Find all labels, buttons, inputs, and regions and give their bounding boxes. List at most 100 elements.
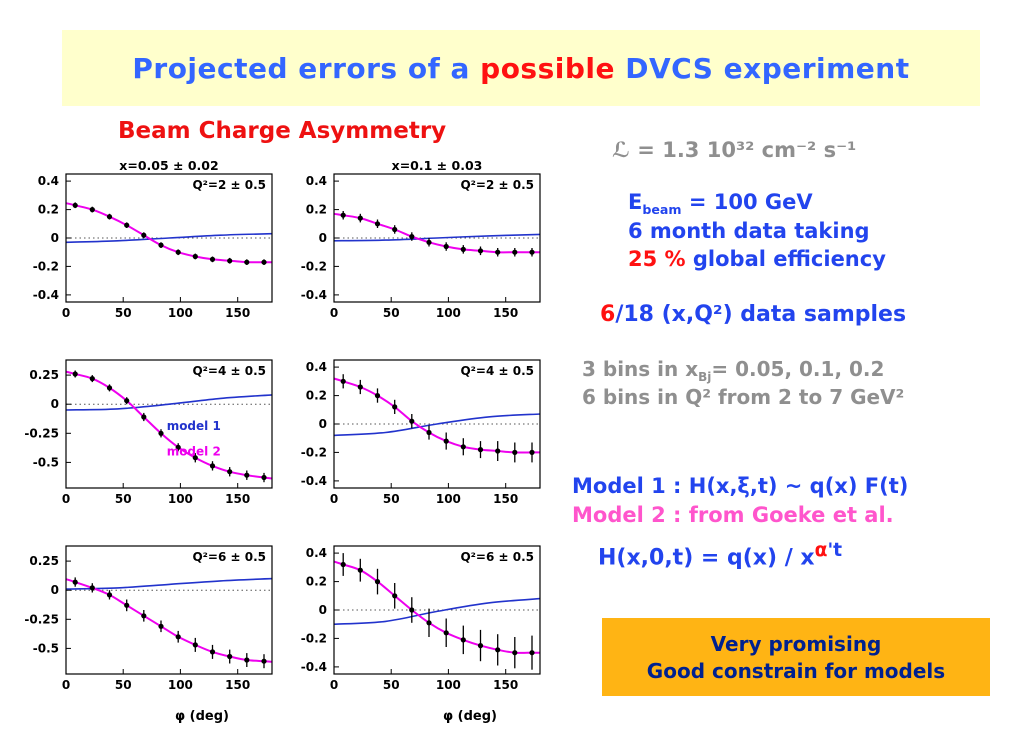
plot-x005-q2-2: x=0.05 ± 0.02 0 50 100 150 0.4 0.2 0 -0.2 -0.4 Q²=… — [20, 158, 282, 334]
svg-text:-0.25: -0.25 — [24, 612, 59, 626]
svg-text:0.4: 0.4 — [306, 546, 327, 560]
formula-exponent-rest: 't — [827, 540, 843, 561]
svg-text:Q²=6 ± 0.5: Q²=6 ± 0.5 — [192, 550, 266, 564]
chart-canvas: 0 50 100 150 0.25 0 -0.25 -0.5 Q²=6 ± 0.5 φ (deg) — [24, 545, 273, 724]
model2-line: Model 2 : from Goeke et al. — [572, 503, 894, 527]
svg-text:0.4: 0.4 — [38, 174, 59, 188]
svg-text:model 2: model 2 — [167, 444, 221, 458]
luminosity-line: ℒ = 1.3 10³² cm⁻² s⁻¹ — [612, 138, 856, 162]
svg-text:0: 0 — [330, 678, 338, 692]
svg-text:0: 0 — [319, 417, 327, 431]
x-bins-line: 3 bins in xBj= 0.05, 0.1, 0.2 — [582, 357, 884, 384]
svg-text:Q²=4 ± 0.5: Q²=4 ± 0.5 — [192, 364, 266, 378]
title-banner: Projected errors of a possible DVCS expe… — [62, 30, 980, 106]
svg-text:0: 0 — [51, 397, 59, 411]
svg-text:50: 50 — [383, 306, 400, 320]
title-part2: DVCS experiment — [615, 51, 910, 85]
plot-x005-q2-4: 0 50 100 150 0.25 0 -0.25 -0.5 Q²=4 ± 0.5 model 1… — [20, 344, 282, 520]
q2-bins-line: 6 bins in Q² from 2 to 7 GeV² — [582, 385, 905, 409]
slide-title: Projected errors of a possible DVCS expe… — [132, 52, 909, 85]
svg-text:150: 150 — [225, 306, 250, 320]
svg-text:150: 150 — [225, 678, 250, 692]
svg-text:0.4: 0.4 — [306, 174, 327, 188]
efficiency-line: 25 % global efficiency — [628, 247, 886, 271]
svg-text:-0.2: -0.2 — [301, 445, 327, 459]
svg-text:0: 0 — [319, 231, 327, 245]
svg-text:0.2: 0.2 — [306, 575, 327, 589]
svg-text:0: 0 — [319, 603, 327, 617]
svg-text:-0.5: -0.5 — [33, 641, 59, 655]
svg-text:0.2: 0.2 — [38, 203, 59, 217]
svg-text:-0.5: -0.5 — [33, 455, 59, 469]
svg-text:0.2: 0.2 — [306, 203, 327, 217]
svg-text:150: 150 — [493, 678, 518, 692]
svg-text:-0.4: -0.4 — [33, 288, 59, 302]
svg-text:Q²=2 ± 0.5: Q²=2 ± 0.5 — [192, 178, 266, 192]
svg-text:-0.4: -0.4 — [301, 288, 327, 302]
conclusion-line2: Good constrain for models — [646, 658, 946, 683]
svg-text:100: 100 — [168, 306, 193, 320]
svg-text:0: 0 — [330, 306, 338, 320]
svg-text:x=0.1 ± 0.03: x=0.1 ± 0.03 — [392, 158, 483, 173]
chart-canvas: x=0.05 ± 0.02 0 50 100 150 0.4 0.2 0 -0.2 -0.4 Q²=… — [33, 158, 273, 320]
x-bins-values: = 0.05, 0.1, 0.2 — [711, 357, 885, 381]
svg-text:0: 0 — [330, 492, 338, 506]
svg-text:Q²=6 ± 0.5: Q²=6 ± 0.5 — [460, 550, 534, 564]
formula-main: H(x,0,t) = q(x) / x — [598, 545, 815, 571]
svg-text:0: 0 — [51, 231, 59, 245]
svg-text:150: 150 — [493, 492, 518, 506]
x-bins-subscript: Bj — [698, 370, 712, 384]
svg-text:50: 50 — [115, 678, 132, 692]
svg-text:100: 100 — [436, 492, 461, 506]
ebeam-symbol: E — [628, 190, 643, 214]
svg-text:-0.2: -0.2 — [301, 259, 327, 273]
data-taking-line: 6 month data taking — [628, 219, 870, 243]
svg-text:50: 50 — [115, 492, 132, 506]
svg-text:100: 100 — [436, 306, 461, 320]
svg-text:0: 0 — [62, 306, 70, 320]
model1-line: Model 1 : H(x,ξ,t) ~ q(x) F(t) — [572, 474, 909, 498]
beam-energy-line: Ebeam = 100 GeV — [628, 190, 813, 217]
svg-text:50: 50 — [383, 678, 400, 692]
svg-text:-0.4: -0.4 — [301, 660, 327, 674]
svg-text:100: 100 — [436, 678, 461, 692]
svg-text:0: 0 — [62, 492, 70, 506]
x-bins-pre: 3 bins in x — [582, 357, 699, 381]
samples-label: /18 (x,Q²) data samples — [615, 302, 907, 327]
svg-text:-0.25: -0.25 — [24, 426, 59, 440]
efficiency-value: 25 % — [628, 247, 686, 271]
svg-text:φ (deg): φ (deg) — [175, 709, 229, 724]
samples-count: 6 — [600, 302, 616, 327]
svg-text:100: 100 — [168, 492, 193, 506]
svg-text:0.25: 0.25 — [29, 554, 59, 568]
svg-text:50: 50 — [115, 306, 132, 320]
svg-text:0.4: 0.4 — [306, 360, 327, 374]
svg-text:-0.2: -0.2 — [33, 259, 59, 273]
svg-text:0.25: 0.25 — [29, 368, 59, 382]
title-part1: Projected errors of a — [132, 51, 481, 85]
plot-x01-q2-2: x=0.1 ± 0.03 0 50 100 150 0.4 0.2 0 -0.2 -0.4 Q²=2… — [288, 158, 550, 334]
svg-text:0: 0 — [51, 583, 59, 597]
ebeam-value: = 100 GeV — [681, 190, 813, 214]
conclusion-line1: Very promising — [710, 631, 882, 656]
plot-x01-q2-4: 0 50 100 150 0.4 0.2 0 -0.2 -0.4 Q²=4 ± 0.5 — [288, 344, 550, 520]
efficiency-label: global efficiency — [685, 247, 886, 271]
conclusion-box: Very promising Good constrain for models — [602, 618, 990, 696]
svg-text:50: 50 — [383, 492, 400, 506]
chart-canvas: 0 50 100 150 0.25 0 -0.25 -0.5 Q²=4 ± 0.5 model 1… — [24, 359, 273, 506]
formula-alpha: α — [814, 540, 828, 561]
svg-text:Q²=4 ± 0.5: Q²=4 ± 0.5 — [460, 364, 534, 378]
formula-exponent: α't — [815, 540, 843, 561]
chart-canvas: x=0.1 ± 0.03 0 50 100 150 0.4 0.2 0 -0.2 -0.4 Q²=2… — [301, 158, 541, 320]
svg-text:150: 150 — [225, 492, 250, 506]
svg-text:model 1: model 1 — [167, 419, 221, 433]
luminosity-text: ℒ = 1.3 10³² cm⁻² s⁻¹ — [612, 138, 857, 162]
plot-x005-q2-6: 0 50 100 150 0.25 0 -0.25 -0.5 Q²=6 ± 0.5 φ (deg) — [20, 530, 282, 730]
svg-text:0: 0 — [62, 678, 70, 692]
ebeam-subscript: beam — [642, 202, 682, 218]
svg-text:-0.2: -0.2 — [301, 631, 327, 645]
svg-text:x=0.05 ± 0.02: x=0.05 ± 0.02 — [119, 158, 218, 173]
svg-text:100: 100 — [168, 678, 193, 692]
svg-text:Q²=2 ± 0.5: Q²=2 ± 0.5 — [460, 178, 534, 192]
